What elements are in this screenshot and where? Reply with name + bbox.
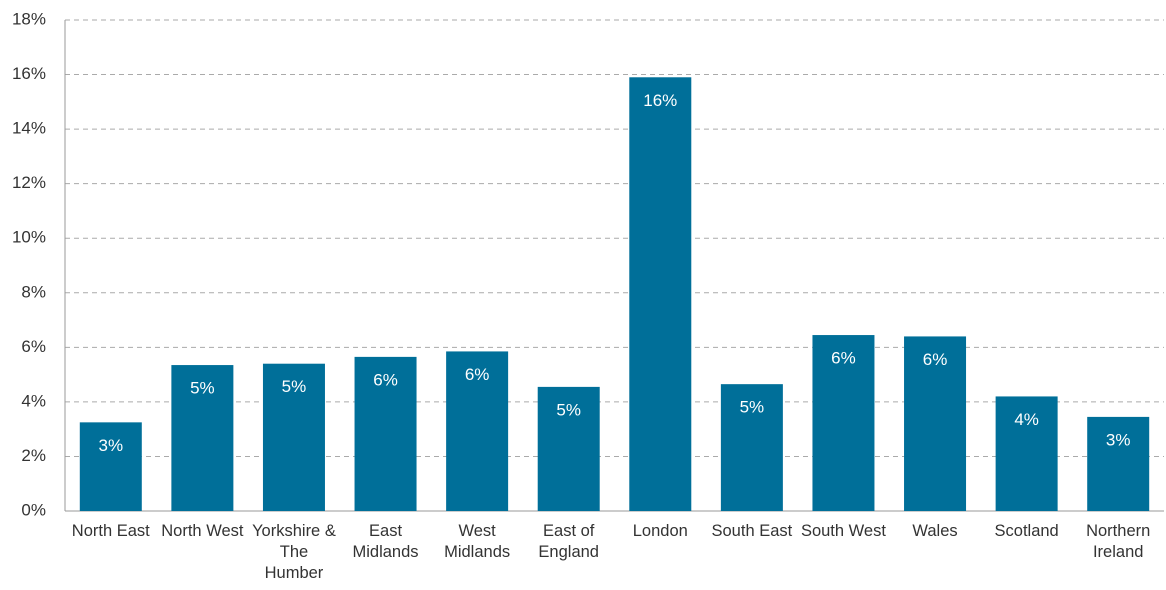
- value-label: 3%: [99, 436, 124, 455]
- value-label: 6%: [923, 350, 948, 369]
- y-tick-label: 6%: [21, 337, 46, 356]
- value-label: 6%: [373, 370, 398, 389]
- x-tick-label: Scotland: [994, 522, 1059, 540]
- bar: [79, 422, 142, 511]
- value-label: 6%: [831, 349, 856, 368]
- value-label: 5%: [740, 398, 765, 417]
- bar: [629, 77, 692, 512]
- value-label: 3%: [1106, 430, 1131, 449]
- bar: [446, 351, 509, 511]
- bar: [171, 365, 234, 511]
- y-tick-label: 16%: [12, 64, 46, 83]
- bar: [537, 386, 600, 511]
- x-tick-label: London: [632, 522, 688, 540]
- y-tick-label: 0%: [21, 500, 46, 519]
- bar: [904, 336, 967, 511]
- y-tick-label: 8%: [21, 282, 46, 301]
- x-tick-label: South East: [711, 522, 793, 540]
- y-tick-label: 14%: [12, 119, 46, 138]
- x-tick-label: North West: [161, 522, 244, 540]
- x-tick-label: West Midlands: [444, 522, 511, 561]
- y-tick-label: 4%: [21, 391, 46, 410]
- x-tick-label: Yorkshire & The Humber: [252, 522, 336, 582]
- y-tick-label: 18%: [12, 9, 46, 28]
- bar: [720, 384, 783, 511]
- bar: [1087, 416, 1150, 511]
- x-tick-label: East of England: [538, 522, 599, 561]
- x-tick-label: North East: [71, 522, 150, 540]
- y-tick-label: 2%: [21, 446, 46, 465]
- y-tick-label: 12%: [12, 173, 46, 192]
- x-tick-label: East Midlands: [352, 522, 419, 561]
- bar: [812, 335, 875, 511]
- value-label: 16%: [643, 91, 677, 110]
- value-label: 4%: [1014, 410, 1039, 429]
- x-tick-label: South West: [800, 522, 886, 540]
- bar: [262, 363, 325, 511]
- value-label: 5%: [190, 379, 215, 398]
- value-label: 6%: [465, 365, 490, 384]
- y-tick-label: 10%: [12, 228, 46, 247]
- value-label: 5%: [556, 400, 581, 419]
- x-tick-label: Wales: [912, 522, 958, 540]
- x-tick-label: Northern Ireland: [1086, 522, 1151, 561]
- bar: [995, 396, 1058, 511]
- bar: [354, 356, 417, 511]
- value-label: 5%: [282, 377, 307, 396]
